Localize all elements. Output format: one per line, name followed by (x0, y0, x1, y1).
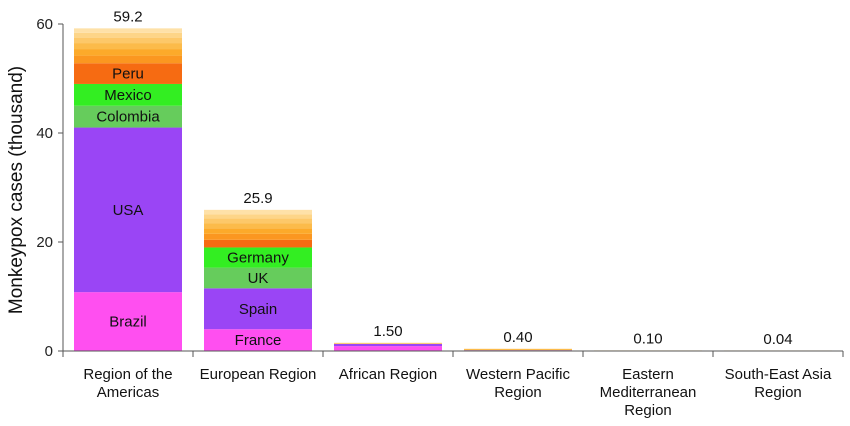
x-category-label: Western Pacific Region (466, 366, 570, 401)
bar-segment (464, 348, 572, 351)
x-category-label: Region of the Americas (83, 366, 172, 401)
bar-segment (204, 209, 312, 215)
bar-segment (204, 267, 312, 289)
bar-total-label: 25.9 (243, 190, 272, 207)
bar-segment (74, 37, 182, 44)
bar-segment (204, 223, 312, 229)
bar-segment (74, 292, 182, 351)
y-axis-label: Monkeypox cases (thousand) (6, 66, 27, 314)
bar-segment-label: Spain (239, 301, 277, 318)
x-category-label: Eastern Mediterranean Region (600, 366, 697, 419)
bar-segment (204, 239, 312, 248)
y-tick-label: 60 (36, 16, 53, 33)
x-category-label: South-East Asia Region (725, 366, 832, 401)
bar-segment (74, 43, 182, 50)
bar-segment (74, 63, 182, 84)
bar-segment (204, 247, 312, 268)
bar-segment (204, 218, 312, 224)
bar-segment-label: France (235, 332, 282, 349)
bar-segment-label: Mexico (104, 87, 152, 104)
bar-segment (334, 342, 442, 344)
x-category-label: African Region (339, 366, 437, 383)
bar-segment-label: UK (248, 270, 269, 287)
bar-segment (74, 32, 182, 38)
bar-total-label: 1.50 (373, 323, 402, 340)
bar-segment (204, 214, 312, 219)
bar-segment (74, 105, 182, 128)
bar-segment-label: Brazil (109, 314, 147, 331)
bar-segment (334, 343, 442, 347)
bar-segment (334, 346, 442, 351)
y-tick-label: 0 (45, 343, 53, 360)
bar-total-label: 0.04 (763, 331, 792, 348)
bar-total-label: 0.10 (633, 330, 662, 347)
bar-total-label: 59.2 (113, 8, 142, 25)
bar-segment (74, 28, 182, 33)
bar-segment (74, 83, 182, 106)
x-category-label: European Region (200, 366, 317, 383)
bar-total-label: 0.40 (503, 329, 532, 346)
bar-segment (74, 55, 182, 64)
plot-area: Brazil USA Colombia Mexico Peru 59.2 France Spa… (36, 8, 844, 419)
bar-segment (204, 288, 312, 330)
y-tick-label: 20 (36, 234, 53, 251)
y-tick-label: 40 (36, 125, 53, 142)
bar-segment-label: Germany (227, 250, 289, 267)
bar-segment-label: Colombia (96, 109, 160, 126)
bar-segment-label: USA (113, 202, 144, 219)
bar-segment-label: Peru (112, 66, 144, 83)
bar-segment (74, 127, 182, 293)
bar-segment (74, 49, 182, 56)
bar-segment (204, 329, 312, 351)
bar-segment (204, 233, 312, 240)
bar-segment (204, 228, 312, 234)
